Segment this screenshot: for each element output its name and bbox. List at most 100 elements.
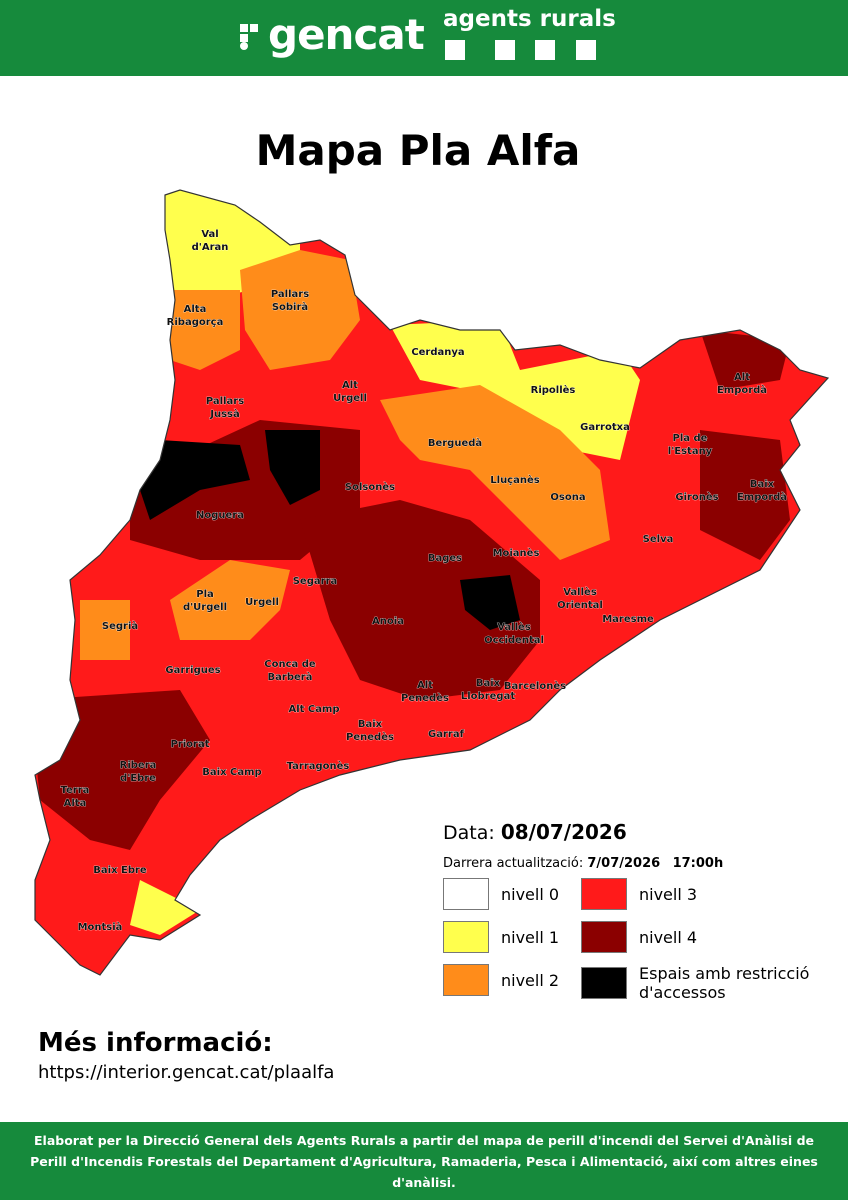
header: gencat agents rurals	[0, 0, 848, 76]
region-label: d'Aran	[192, 242, 229, 253]
square	[495, 40, 515, 60]
region-label: Lluçanès	[490, 474, 539, 486]
region-labels: Vald'AranPallarsSobiràAltaRibagorçaCerda…	[60, 229, 787, 934]
update-time: 17:00h	[672, 856, 724, 871]
region-label: Baix Camp	[202, 767, 261, 778]
region-label: Ribagorça	[167, 317, 224, 328]
update: Darrera actualització: 7/07/2026 17:00h	[443, 856, 723, 871]
date: Data: 08/07/2026	[443, 820, 627, 844]
legend-swatch	[443, 964, 489, 996]
legend-item: nivell 2	[443, 964, 559, 996]
legend-label: nivell 2	[501, 970, 560, 990]
region-label: Cerdanya	[411, 347, 464, 358]
legend-label: nivell 4	[639, 927, 698, 947]
region-label: Val	[201, 229, 218, 240]
region-label: Pallars	[271, 289, 309, 300]
legend-label: Espais amb restricció d'accessos	[639, 964, 810, 1002]
footer: Elaborat per la Direcció General dels Ag…	[0, 1122, 848, 1200]
region-label: Noguera	[196, 510, 244, 521]
region-label: Maresme	[602, 614, 654, 625]
legend-label: nivell 3	[639, 884, 698, 904]
region-label: Selva	[643, 534, 674, 545]
legend-swatch	[443, 878, 489, 910]
region-label: Pla	[196, 589, 214, 600]
region-label: Anoia	[372, 616, 404, 627]
legend-item: nivell 0	[443, 878, 559, 910]
region-label: Penedès	[401, 692, 449, 704]
region-label: Bages	[428, 553, 462, 564]
region-label: l'Estany	[668, 446, 713, 457]
unit: agents rurals	[443, 6, 616, 32]
region-label: Sobirà	[272, 301, 308, 313]
region-label: Penedès	[346, 731, 394, 743]
region-label: Segrià	[102, 620, 138, 632]
legend-label: nivell 0	[501, 884, 560, 904]
region-label: Pallars	[206, 396, 244, 407]
region-label: Tarragonès	[287, 760, 350, 772]
update-label: Darrera actualització:	[443, 856, 584, 871]
region-label: Oriental	[557, 600, 603, 611]
square	[576, 40, 596, 60]
region-label: Garrotxa	[580, 422, 630, 433]
region-label: Garraf	[428, 729, 465, 740]
region-label: Alt	[417, 680, 433, 691]
square	[445, 40, 465, 60]
legend-swatch	[581, 921, 627, 953]
legend-label: nivell 1	[501, 927, 560, 947]
region-label: Solsonès	[345, 481, 395, 493]
region-label: Berguedà	[428, 437, 482, 449]
region-label: Llobregat	[461, 691, 515, 702]
region-label: Baix Ebre	[93, 865, 147, 876]
region-label: Pla de	[673, 433, 708, 444]
region-label: Alt	[734, 372, 750, 383]
legend-item: nivell 4	[581, 921, 839, 953]
brand: gencat	[268, 10, 425, 59]
info-url: https://interior.gencat.cat/plaalfa	[38, 1062, 335, 1083]
map: Vald'AranPallarsSobiràAltaRibagorçaCerda…	[34, 189, 829, 976]
region-label: Montsià	[78, 921, 123, 933]
region-label: Alt Camp	[288, 704, 339, 715]
region-label: Segarra	[293, 576, 338, 587]
region-label: Baix	[476, 678, 501, 689]
region-label: Jussà	[209, 408, 240, 420]
date-label: Data:	[443, 822, 495, 844]
region-label: Alt	[342, 380, 358, 391]
region-label: Conca de	[264, 659, 316, 670]
logo-mark	[240, 24, 258, 50]
region-label: Terra	[61, 785, 90, 796]
region-label: Occidental	[484, 635, 544, 646]
region-label: Priorat	[170, 739, 209, 750]
region-label: d'Urgell	[183, 602, 227, 613]
region-label: Urgell	[245, 597, 279, 608]
update-date: 7/07/2026	[587, 856, 661, 871]
legend-swatch	[443, 921, 489, 953]
date-value: 08/07/2026	[500, 820, 627, 844]
region-label: Empordà	[717, 384, 767, 396]
region-label: Barberà	[268, 671, 313, 683]
title: Mapa Pla Alfa	[255, 126, 581, 175]
region-label: Vallès	[563, 586, 597, 598]
region-label: Ribera	[120, 760, 157, 771]
region-label: Gironès	[675, 491, 718, 503]
region-label: Alta	[64, 798, 87, 809]
region-label: Moianès	[493, 547, 540, 559]
region-label: Empordà	[737, 491, 787, 503]
region-label: Vallès	[497, 621, 531, 633]
legend-swatch	[581, 878, 627, 910]
square	[535, 40, 555, 60]
region-label: Barcelonès	[504, 680, 566, 692]
region-label: Ripollès	[531, 384, 576, 396]
region-label: Baix	[358, 719, 383, 730]
region-label: Garrigues	[165, 665, 220, 676]
legend-swatch	[581, 967, 627, 999]
region-label: Osona	[550, 492, 585, 503]
region-label: d'Ebre	[120, 773, 156, 784]
region-label: Baix	[750, 479, 775, 490]
info-title: Més informació:	[38, 1028, 273, 1058]
legend-item: nivell 1	[443, 921, 559, 953]
legend-item: nivell 3	[581, 878, 839, 910]
region-label: Urgell	[333, 393, 367, 404]
region-label: Alta	[184, 304, 207, 315]
legend-item: Espais amb restricció d'accessos	[581, 964, 839, 1002]
